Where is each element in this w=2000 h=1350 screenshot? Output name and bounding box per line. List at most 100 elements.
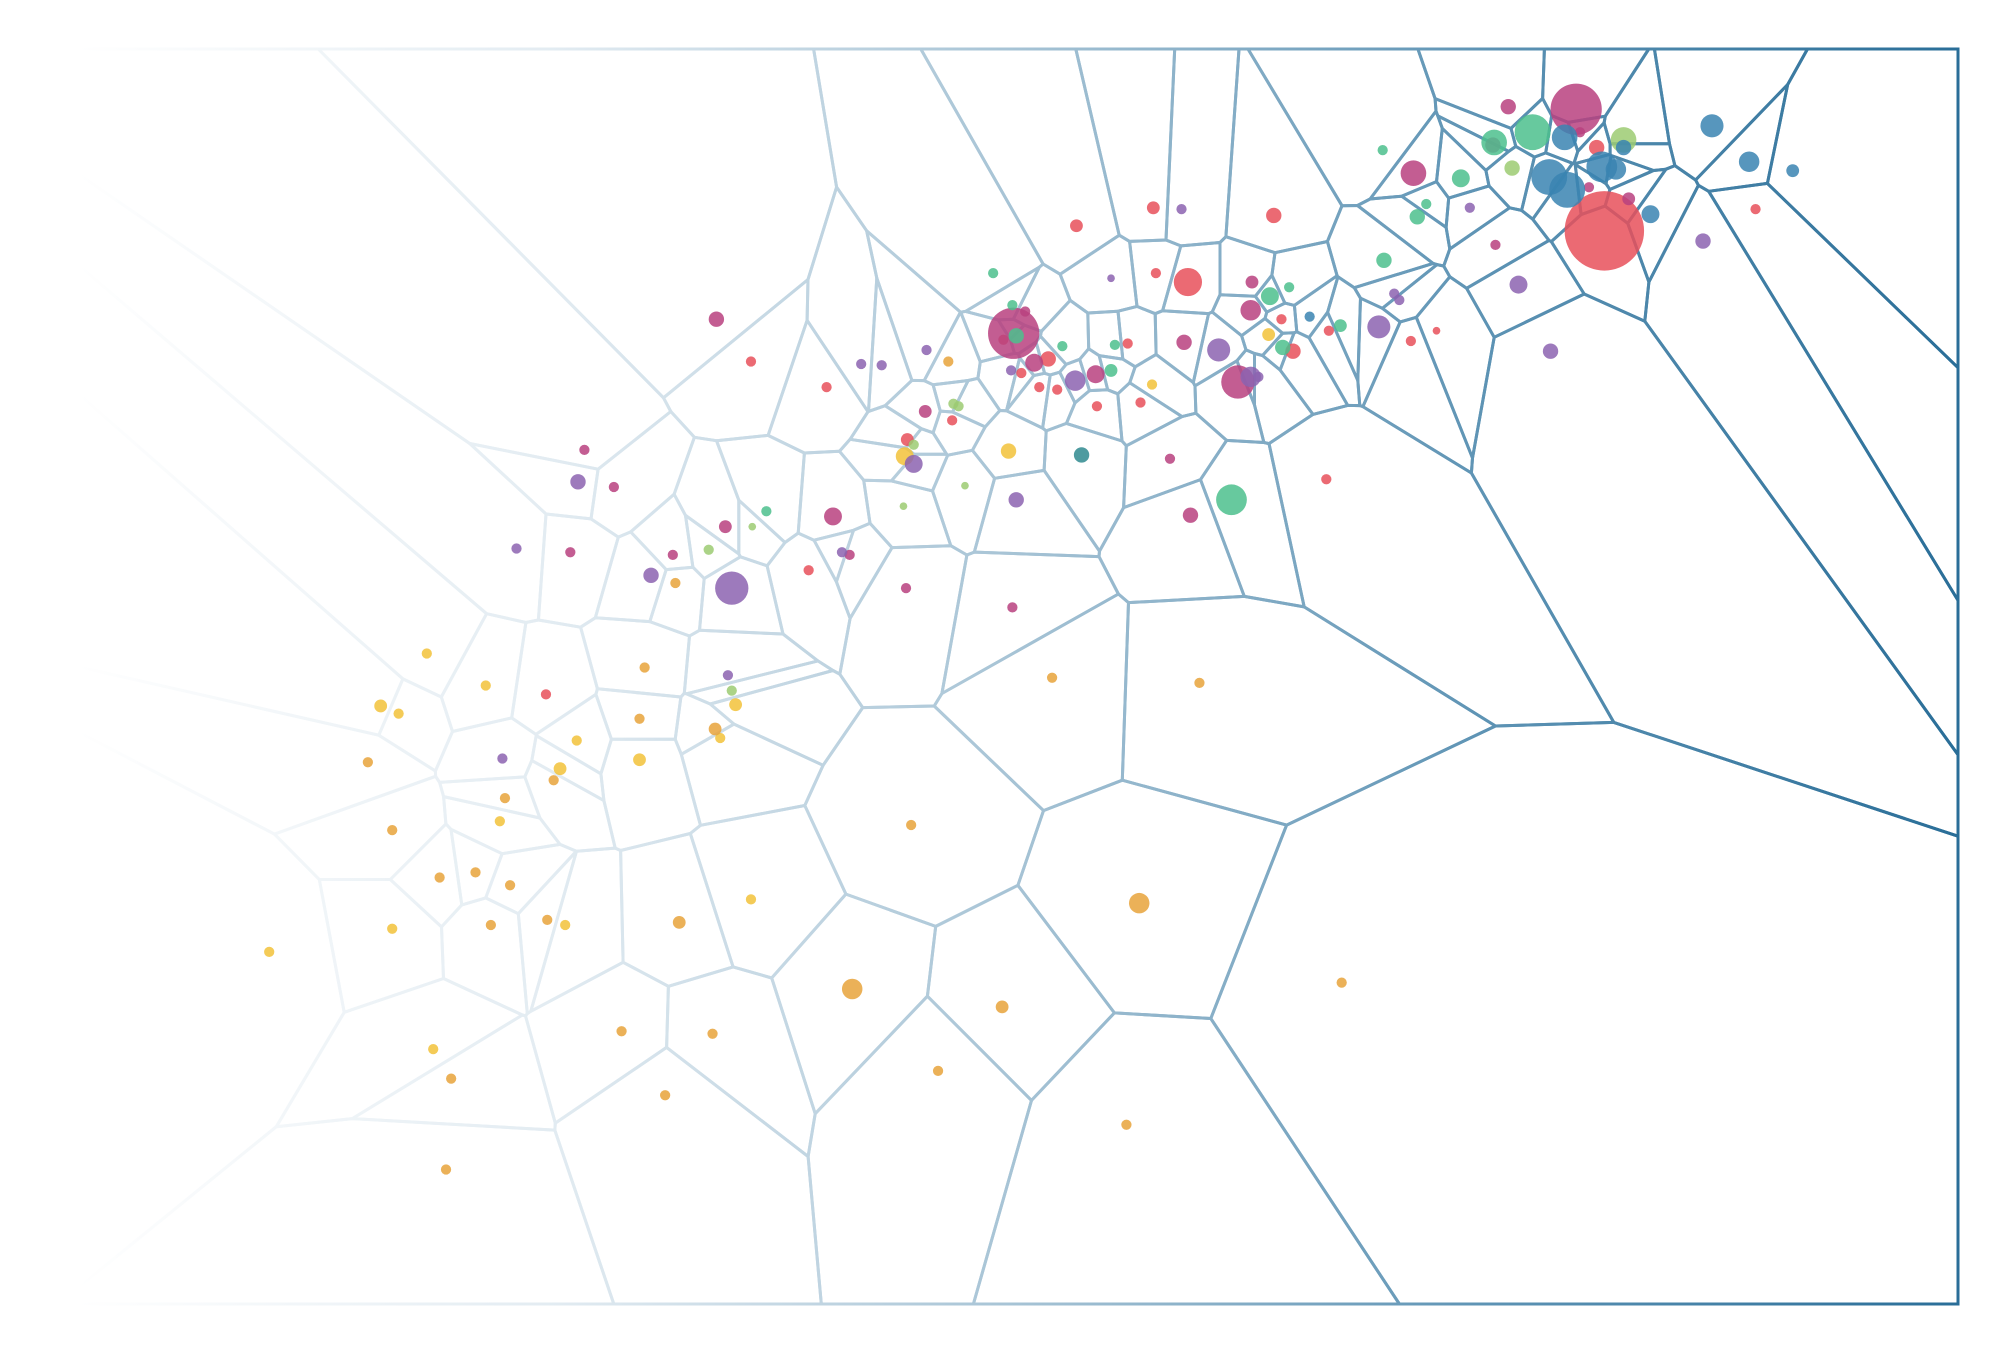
voronoi-cell xyxy=(684,659,835,706)
bubble xyxy=(1304,311,1315,322)
bubble xyxy=(726,685,737,696)
bubble xyxy=(824,507,842,526)
bubble xyxy=(1207,338,1231,362)
voronoi-cell xyxy=(510,618,599,736)
voronoi-cell xyxy=(770,892,938,1116)
bubble xyxy=(1276,314,1287,325)
voronoi-cell xyxy=(1356,194,1452,268)
voronoi-cell xyxy=(1164,47,1241,248)
bubble xyxy=(548,775,559,786)
voronoi-cell xyxy=(803,704,1045,928)
bubble xyxy=(480,680,491,691)
voronoi-cell xyxy=(1199,438,1306,609)
bubble xyxy=(553,762,567,776)
bubble xyxy=(571,735,582,746)
bubble xyxy=(1260,287,1279,306)
bubble xyxy=(904,454,923,473)
voronoi-cell xyxy=(553,1045,823,1306)
bubble xyxy=(1481,129,1507,156)
voronoi-cell xyxy=(682,628,820,696)
bubble xyxy=(1514,114,1551,151)
bubble xyxy=(387,923,398,934)
voronoi-cell xyxy=(619,832,735,988)
bubble xyxy=(1321,474,1332,485)
voronoi-cell xyxy=(1765,47,1960,370)
bubble xyxy=(565,547,576,558)
bubble xyxy=(1284,282,1295,293)
bubble xyxy=(1091,401,1103,412)
voronoi-cell xyxy=(1602,47,1671,146)
bubble xyxy=(440,1164,452,1175)
bubble xyxy=(1240,366,1261,388)
bubble xyxy=(1583,182,1595,193)
bubble xyxy=(1109,339,1121,350)
bubble xyxy=(1176,334,1192,350)
bubble xyxy=(1605,159,1627,180)
bubble xyxy=(1104,364,1118,377)
bubble xyxy=(579,444,590,455)
voronoi-cell xyxy=(806,994,1033,1306)
bubble xyxy=(1451,169,1470,188)
bubble xyxy=(643,567,659,584)
bubble xyxy=(1574,127,1586,138)
voronoi-cells xyxy=(75,47,1960,1306)
bubble xyxy=(1135,397,1146,408)
voronoi-cell xyxy=(1484,144,1536,212)
bubble xyxy=(1086,365,1105,384)
bubble xyxy=(1738,151,1760,172)
bubble xyxy=(947,415,958,426)
voronoi-cell xyxy=(1694,83,1790,193)
voronoi-cell xyxy=(684,513,742,580)
bubble xyxy=(1240,299,1261,321)
voronoi-cell xyxy=(75,1117,616,1306)
bubble xyxy=(745,356,757,367)
voronoi-cell xyxy=(862,478,953,550)
bubble xyxy=(1146,201,1160,215)
voronoi-cell xyxy=(971,1011,1401,1306)
bubble xyxy=(1073,447,1090,463)
voronoi-cell xyxy=(317,878,445,1014)
voronoi-cell xyxy=(672,435,741,556)
voronoi-cell xyxy=(1224,47,1344,255)
bubble xyxy=(660,1090,671,1101)
voronoi-cell xyxy=(1292,274,1340,340)
bubble xyxy=(542,914,553,925)
bubble xyxy=(715,571,749,605)
voronoi-cell xyxy=(1218,235,1277,298)
bubble xyxy=(1005,365,1017,376)
bubble xyxy=(1588,139,1605,156)
voronoi-cell xyxy=(75,391,405,737)
voronoi-cell xyxy=(931,409,987,457)
bubble xyxy=(1046,672,1058,683)
bubble xyxy=(639,662,650,673)
bubble xyxy=(921,344,932,356)
bubble xyxy=(1173,267,1203,297)
bubble xyxy=(1695,233,1711,249)
voronoi-cell xyxy=(932,592,1130,813)
bubble xyxy=(856,358,867,370)
bubble xyxy=(1262,328,1276,341)
voronoi-cell xyxy=(737,498,787,568)
voronoi-cell xyxy=(524,960,670,1125)
bubble xyxy=(608,481,620,493)
bubble xyxy=(718,520,732,534)
bubble xyxy=(1107,274,1115,283)
bubble xyxy=(1121,1119,1132,1130)
bubble xyxy=(1409,209,1425,225)
voronoi-cell xyxy=(433,716,538,784)
bubble xyxy=(1377,145,1388,156)
bubble xyxy=(470,867,481,878)
bubble xyxy=(1405,335,1416,347)
bubble xyxy=(1700,114,1724,138)
voronoi-cell xyxy=(925,883,1116,1102)
bubble xyxy=(1464,202,1475,213)
voronoi-cell xyxy=(1074,47,1177,243)
bubble xyxy=(715,732,726,744)
voronoi-cell xyxy=(679,722,825,827)
voronoi-cell xyxy=(516,849,578,1016)
bubble xyxy=(570,474,586,490)
voronoi-cell xyxy=(75,262,489,699)
plot-frame xyxy=(75,47,1960,1306)
